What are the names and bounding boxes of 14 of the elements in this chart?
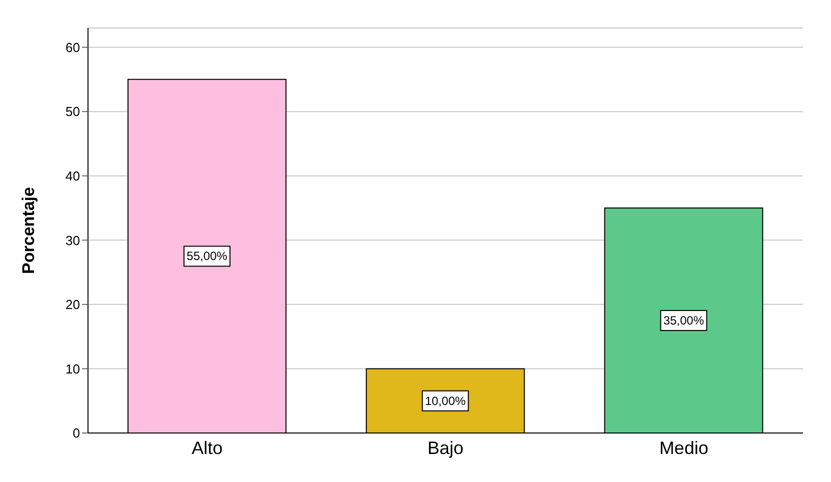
y-tick-label: 10 xyxy=(66,361,80,376)
x-tick-label: Medio xyxy=(659,438,708,458)
y-tick-label: 20 xyxy=(66,297,80,312)
y-axis-title: Porcentaje xyxy=(19,187,38,274)
x-tick-label: Alto xyxy=(192,438,223,458)
y-tick-label: 40 xyxy=(66,168,80,184)
y-tick-label: 30 xyxy=(66,232,80,248)
x-tick-label: Bajo xyxy=(427,438,464,458)
data-label: 55,00% xyxy=(186,249,228,264)
data-label: 35,00% xyxy=(663,314,704,328)
y-tick-label: 50 xyxy=(66,104,80,120)
y-tick-label: 60 xyxy=(66,40,80,55)
data-label: 10,00% xyxy=(424,394,466,408)
y-tick-label: 0 xyxy=(72,426,80,441)
